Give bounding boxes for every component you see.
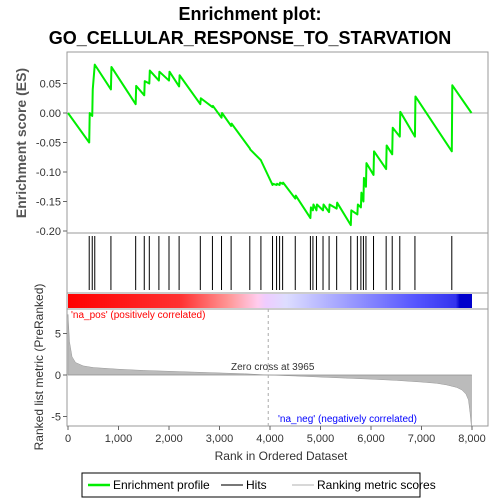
x-tick-label: 6,000 — [357, 433, 385, 445]
ranked-metric-area — [67, 314, 472, 428]
es-tick-label: 0.00 — [40, 108, 61, 120]
es-y-ticks: 0.05 0.00 -0.05 -0.10 -0.15 -0.20 — [36, 79, 67, 238]
legend-label: Enrichment profile — [113, 478, 210, 492]
x-tick-label: 0 — [65, 433, 71, 445]
es-tick-label: -0.15 — [36, 197, 61, 209]
negative-correlation-label: 'na_neg' (negatively correlated) — [278, 414, 417, 425]
chart-title-line2: GO_CELLULAR_RESPONSE_TO_STARVATION — [49, 28, 451, 48]
x-tick-label: 4,000 — [256, 433, 284, 445]
legend-label: Ranking metric scores — [317, 478, 436, 492]
x-tick-label: 2,000 — [155, 433, 183, 445]
x-tick-label: 3,000 — [206, 433, 234, 445]
metric-panel — [66, 308, 489, 427]
ranking-colorbar — [68, 294, 472, 308]
metric-y-ticks: 5 0 -5 — [51, 329, 67, 424]
metric-tick-label: 0 — [55, 370, 61, 382]
x-tick-label: 8,000 — [458, 433, 486, 445]
zero-cross-label: Zero cross at 3965 — [231, 362, 315, 373]
metric-tick-label: 5 — [55, 329, 61, 341]
x-ticks: 0 1,000 2,000 3,000 4,000 5,000 6,000 7,000 8,00… — [65, 426, 486, 445]
es-tick-label: 0.05 — [40, 79, 61, 91]
x-axis-label: Rank in Ordered Dataset — [215, 449, 348, 463]
legend-label: Hits — [246, 478, 267, 492]
x-tick-label: 5,000 — [307, 433, 335, 445]
es-tick-label: -0.05 — [36, 138, 61, 150]
metric-tick-label: -5 — [51, 412, 61, 424]
chart-title-line1: Enrichment plot: — [179, 4, 322, 24]
legend-box — [81, 472, 421, 498]
positive-correlation-label: 'na_pos' (positively correlated) — [71, 310, 205, 321]
metric-axis-label: Ranked list metric (PreRanked) — [32, 284, 46, 451]
hit-markers — [88, 236, 453, 290]
es-axis-label: Enrichment score (ES) — [13, 68, 29, 218]
ranked-metric-fill — [67, 314, 472, 428]
es-panel — [66, 51, 489, 234]
hits-panel — [66, 232, 489, 294]
es-tick-label: -0.10 — [36, 167, 61, 179]
x-tick-label: 7,000 — [408, 433, 436, 445]
enrichment-profile-polyline — [67, 63, 473, 227]
es-tick-label: -0.20 — [36, 226, 61, 238]
enrichment-profile-line — [67, 63, 473, 227]
legend: Enrichment profile Hits Ranking metric sco… — [88, 478, 436, 492]
x-tick-label: 1,000 — [105, 433, 133, 445]
